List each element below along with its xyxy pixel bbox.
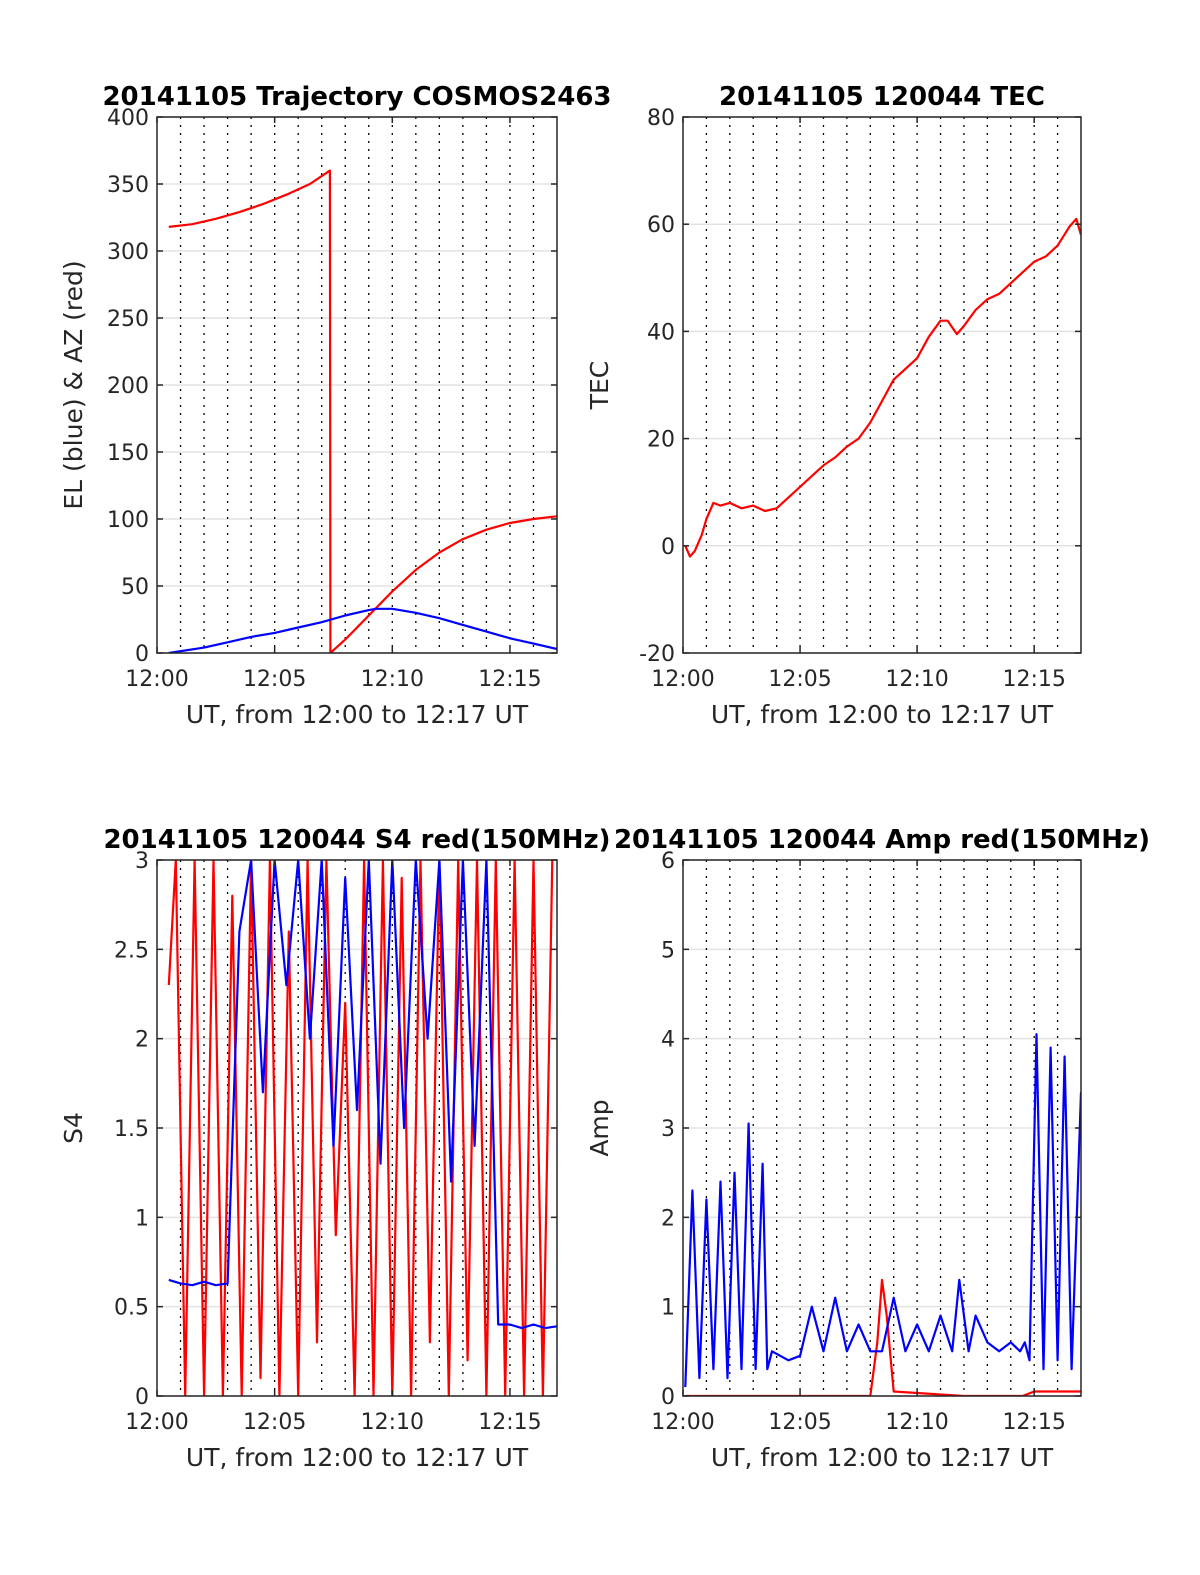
series-line-1 — [167, 860, 554, 1396]
y-tick-label: 300 — [107, 240, 149, 265]
y-tick-label: 2 — [661, 1206, 675, 1231]
y-tick-label: 100 — [107, 508, 149, 533]
y-tick-label: 2.5 — [114, 938, 149, 963]
y-tick-label: 150 — [107, 441, 149, 466]
y-tick-label: 50 — [121, 575, 149, 600]
y-tick-label: 1 — [661, 1296, 675, 1321]
y-tick-label: 250 — [107, 307, 149, 332]
y-tick-label: 0 — [661, 535, 675, 560]
y-tick-label: 4 — [661, 1028, 675, 1053]
series-line-2 — [684, 1033, 1081, 1388]
series-line-2 — [168, 607, 557, 653]
x-tick-label: 12:10 — [361, 1410, 424, 1435]
y-axis-label: Amp — [585, 1099, 614, 1156]
y-tick-label: 0 — [135, 642, 149, 667]
y-tick-label: 5 — [661, 938, 675, 963]
plot-area — [683, 117, 1081, 653]
y-tick-label: 6 — [661, 849, 675, 874]
y-tick-label: 0 — [135, 1385, 149, 1410]
y-tick-label: 40 — [647, 320, 675, 345]
y-tick-label: 2 — [135, 1028, 149, 1053]
chart-title: 20141105 120044 TEC — [719, 82, 1045, 112]
series-line-1 — [685, 1278, 1081, 1396]
x-axis-label: UT, from 12:00 to 12:17 UT — [186, 700, 529, 729]
axes-box — [682, 116, 1082, 654]
x-tick-label: 12:15 — [1002, 667, 1065, 692]
y-tick-label: 400 — [107, 106, 149, 131]
chart-title: 20141105 Trajectory COSMOS2463 — [102, 82, 611, 112]
x-tick-label: 12:15 — [1002, 1410, 1065, 1435]
x-axis-label: UT, from 12:00 to 12:17 UT — [711, 700, 1054, 729]
chart-panel-2: 12:00 12:05 12:10 12:15 -20 0 20 40 60 80 20141105… — [585, 82, 1082, 729]
x-tick-label: 12:00 — [651, 667, 714, 692]
x-axis-label: UT, from 12:00 to 12:17 UT — [711, 1443, 1054, 1472]
y-tick-label: 20 — [647, 428, 675, 453]
y-tick-label: 80 — [647, 106, 675, 131]
chart-title: 20141105 120044 Amp red(150MHz) — [614, 825, 1150, 855]
y-tick-label: 350 — [107, 173, 149, 198]
x-tick-label: 12:00 — [125, 1410, 188, 1435]
x-tick-label: 12:00 — [125, 667, 188, 692]
x-tick-label: 12:15 — [478, 1410, 541, 1435]
y-tick-label: 0.5 — [114, 1296, 149, 1321]
y-tick-label: 3 — [135, 849, 149, 874]
x-tick-label: 12:10 — [885, 667, 948, 692]
y-tick-label: 1 — [135, 1206, 149, 1231]
series-line-2 — [168, 860, 557, 1330]
y-axis-label: TEC — [585, 361, 614, 411]
y-tick-label: 200 — [107, 374, 149, 399]
y-tick-label: 3 — [661, 1117, 675, 1142]
y-tick-label: 0 — [661, 1385, 675, 1410]
x-tick-label: 12:05 — [243, 1410, 306, 1435]
x-tick-label: 12:05 — [768, 667, 831, 692]
x-axis-label: UT, from 12:00 to 12:17 UT — [186, 1443, 529, 1472]
x-tick-label: 12:05 — [768, 1410, 831, 1435]
x-tick-label: 12:10 — [885, 1410, 948, 1435]
x-tick-label: 12:10 — [361, 667, 424, 692]
chart-panel-3: 12:00 12:05 12:10 12:15 0 0.5 1 1.5 2 2.5 32014110… — [59, 825, 611, 1472]
x-tick-label: 12:05 — [243, 667, 306, 692]
y-axis-label: EL (blue) & AZ (red) — [59, 260, 88, 509]
y-tick-label: 60 — [647, 213, 675, 238]
chart-panel-1: 12:00 12:05 12:10 12:15 0 50 100 150 200 250 300 35… — [59, 82, 612, 729]
x-tick-label: 12:15 — [478, 667, 541, 692]
series-line-1 — [684, 217, 1081, 558]
series-line-1 — [168, 169, 557, 653]
chart-title: 20141105 120044 S4 red(150MHz) — [103, 825, 610, 855]
y-axis-label: S4 — [59, 1112, 88, 1144]
y-tick-label: 1.5 — [114, 1117, 149, 1142]
x-tick-label: 12:00 — [651, 1410, 714, 1435]
y-tick-label: -20 — [639, 642, 675, 667]
